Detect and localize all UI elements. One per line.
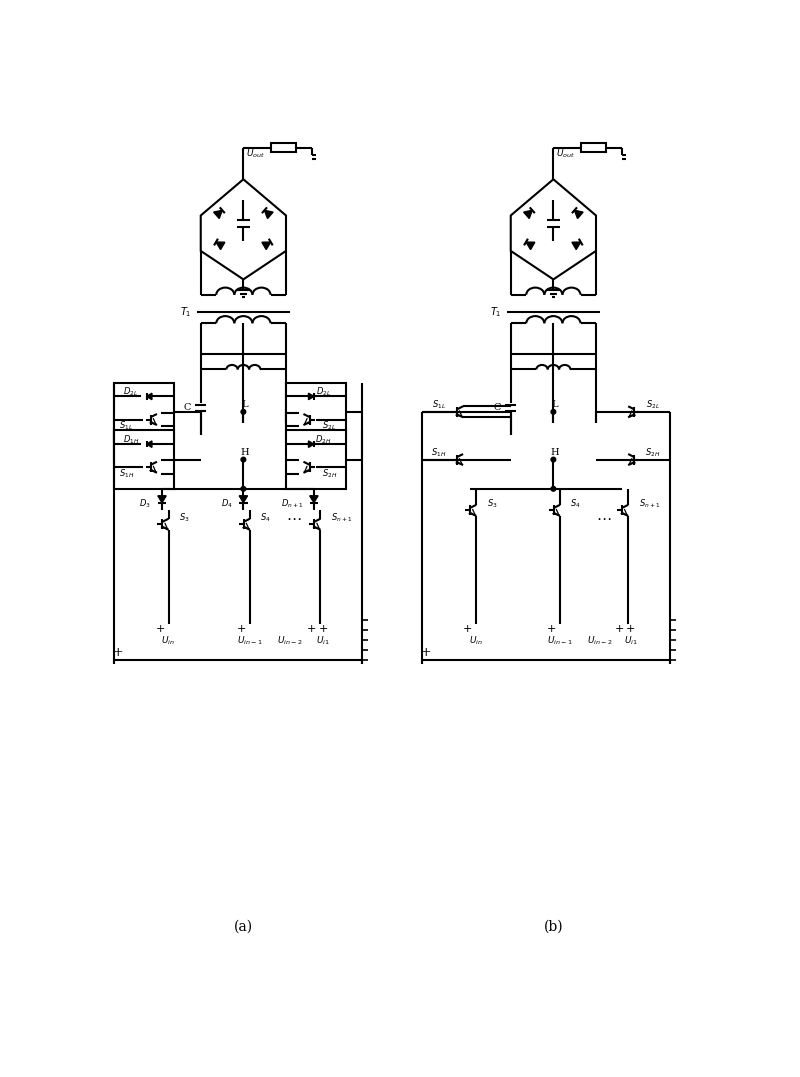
Text: H: H: [241, 448, 250, 457]
Text: $D_{2L}$: $D_{2L}$: [123, 386, 138, 398]
Text: $U_{in-2}$: $U_{in-2}$: [277, 634, 302, 647]
Text: (a): (a): [234, 919, 253, 933]
Text: $S_{2H}$: $S_{2H}$: [322, 467, 337, 479]
Circle shape: [241, 409, 246, 415]
Text: $U_{out}$: $U_{out}$: [246, 148, 266, 160]
Text: $D_{1H}$: $D_{1H}$: [122, 433, 139, 446]
Polygon shape: [158, 495, 166, 503]
Text: $U_{in-1}$: $U_{in-1}$: [546, 634, 572, 647]
Polygon shape: [239, 495, 247, 503]
Text: $U_{i1}$: $U_{i1}$: [624, 634, 638, 647]
Text: $U_{i1}$: $U_{i1}$: [316, 634, 330, 647]
Polygon shape: [309, 440, 314, 447]
Text: (b): (b): [543, 919, 563, 933]
Text: +: +: [113, 646, 123, 659]
Text: +: +: [546, 624, 556, 634]
Bar: [286, 382, 346, 442]
Polygon shape: [146, 440, 152, 447]
Text: $U_{in-2}$: $U_{in-2}$: [587, 634, 613, 647]
Text: $S_{n+1}$: $S_{n+1}$: [331, 512, 352, 524]
Text: $D_3$: $D_3$: [139, 498, 151, 510]
Text: $S_{2H}$: $S_{2H}$: [645, 446, 660, 459]
Text: $S_{1H}$: $S_{1H}$: [118, 467, 134, 479]
Polygon shape: [146, 393, 152, 400]
Bar: [114, 382, 174, 442]
Text: $D_4$: $D_4$: [221, 498, 233, 510]
Text: $T_1$: $T_1$: [180, 305, 191, 319]
Polygon shape: [574, 210, 583, 219]
Text: $S_{1L}$: $S_{1L}$: [432, 398, 446, 411]
Text: $S_{2L}$: $S_{2L}$: [646, 398, 659, 411]
Text: $U_{in-1}$: $U_{in-1}$: [237, 634, 262, 647]
Bar: [286, 431, 346, 489]
Circle shape: [241, 487, 246, 491]
Text: +: +: [307, 624, 317, 634]
Text: $S_4$: $S_4$: [261, 512, 271, 524]
Text: $D_{n+1}$: $D_{n+1}$: [281, 498, 303, 510]
Polygon shape: [526, 242, 535, 250]
Polygon shape: [309, 393, 314, 400]
Text: $S_{n+1}$: $S_{n+1}$: [638, 498, 660, 510]
Text: $U_{out}$: $U_{out}$: [557, 148, 576, 160]
Text: L: L: [242, 401, 248, 409]
Bar: [114, 431, 174, 489]
Text: +: +: [615, 624, 624, 634]
Polygon shape: [214, 210, 222, 219]
Text: $S_{1H}$: $S_{1H}$: [431, 446, 446, 459]
Text: $S_3$: $S_3$: [486, 498, 498, 510]
Polygon shape: [524, 210, 532, 219]
Circle shape: [551, 487, 556, 491]
Text: $U_{in}$: $U_{in}$: [162, 634, 175, 647]
Text: $S_4$: $S_4$: [570, 498, 581, 510]
Text: $\cdots$: $\cdots$: [596, 512, 611, 526]
Text: +: +: [463, 624, 472, 634]
Text: C: C: [494, 404, 501, 412]
Text: $D_{2L}$: $D_{2L}$: [316, 386, 330, 398]
Text: L: L: [552, 401, 558, 409]
Text: $D_{2H}$: $D_{2H}$: [315, 433, 331, 446]
Text: $S_{1L}$: $S_{1L}$: [119, 419, 134, 432]
Text: +: +: [237, 624, 246, 634]
Text: +: +: [626, 624, 635, 634]
Bar: [271, 143, 296, 152]
Polygon shape: [216, 242, 225, 250]
Polygon shape: [262, 242, 270, 250]
Text: H: H: [550, 448, 559, 457]
Text: C: C: [183, 404, 190, 412]
Text: $T_1$: $T_1$: [490, 305, 502, 319]
Circle shape: [551, 409, 556, 415]
Circle shape: [241, 458, 246, 462]
Polygon shape: [265, 210, 273, 219]
Text: +: +: [318, 624, 328, 634]
Text: $U_{in}$: $U_{in}$: [469, 634, 483, 647]
Text: +: +: [155, 624, 165, 634]
Bar: [582, 143, 606, 152]
Text: $\cdots$: $\cdots$: [286, 512, 302, 526]
Circle shape: [551, 458, 556, 462]
Text: $S_3$: $S_3$: [179, 512, 190, 524]
Text: +: +: [420, 646, 431, 659]
Polygon shape: [572, 242, 581, 250]
Polygon shape: [310, 495, 318, 503]
Text: $S_{2L}$: $S_{2L}$: [322, 419, 336, 432]
